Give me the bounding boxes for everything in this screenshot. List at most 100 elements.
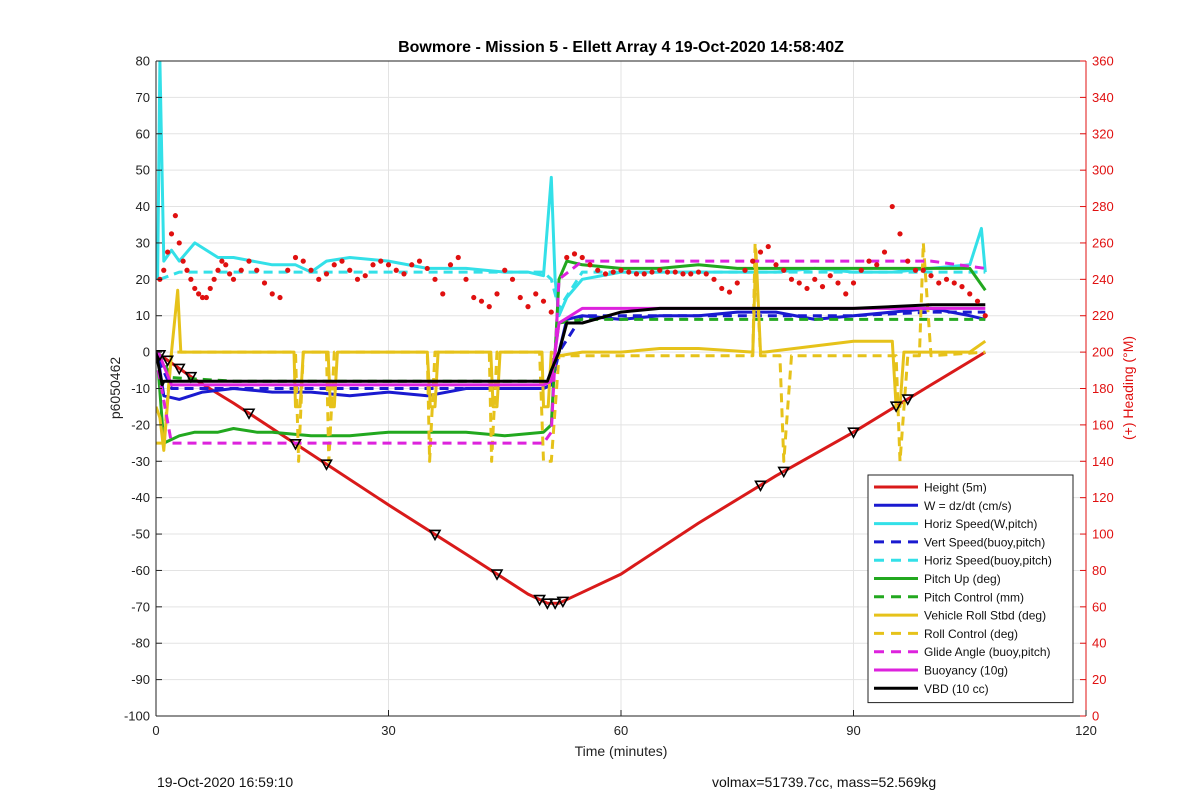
y-tick-label: -100 [124,709,150,724]
heading-point [254,267,260,273]
heading-point [308,267,314,273]
height-marker [320,459,333,471]
y2-tick-label: 300 [1092,163,1114,178]
heading-point [300,258,306,264]
height-marker [754,480,767,492]
heading-point [571,251,578,257]
heading-point [579,254,585,261]
legend: Height (5m) W = dz/dt (cm/s) Horiz Speed(W… [867,474,1074,704]
y-tick-label: -20 [131,417,150,432]
legend-label: Glide Angle (buoy,pitch) [924,645,1051,659]
heading-point [757,249,764,255]
heading-point [168,231,175,237]
heading-point [602,271,609,277]
legend-label: VBD (10 cc) [924,682,989,696]
series-line-5 [159,270,986,310]
heading-point [657,267,663,273]
heading-point [192,285,198,292]
heading-point [595,267,601,273]
heading-point [447,262,454,268]
y-tick-label: 60 [136,126,150,141]
heading-point [912,267,919,273]
y-tick-label: -10 [131,381,150,396]
heading-point [672,269,678,275]
heading-point [203,294,209,301]
height-marker [428,529,442,542]
heading-point [804,285,810,292]
heading-point [339,258,345,264]
heading-point [525,304,531,310]
footer-volmax-mass: volmax=51739.7cc, mass=52.569kg [712,774,937,790]
heading-point [261,280,268,286]
heading-point [199,294,206,301]
heading-point [424,265,430,272]
height-marker [184,371,198,384]
heading-point [393,267,399,273]
heading-point [874,262,880,268]
y-tick-label: -80 [131,636,150,651]
y2-tick-label: 60 [1092,599,1106,614]
height-marker [847,427,860,439]
series-line-10 [156,259,986,445]
heading-point [277,294,283,301]
legend-label: Buoyancy (10g) [924,664,1008,678]
height-marker [172,363,186,376]
heading-point [812,276,818,282]
series-line-8 [156,248,987,452]
heading-point [835,280,841,286]
heading-point [695,269,702,275]
y-tick-label: -60 [131,563,150,578]
heading-point [440,291,446,297]
y2-tick-label: 200 [1092,345,1114,360]
heading-point [207,285,213,292]
heading-point [246,258,252,264]
heading-point [165,249,171,255]
heading-point [626,269,632,275]
heading-point [703,271,709,277]
heading-point [866,258,872,264]
heading-point [455,254,461,261]
heading-point [471,294,477,301]
height-marker [161,355,174,367]
height-marker [777,466,791,479]
legend-label: Pitch Control (mm) [924,590,1024,604]
heading-point [409,262,415,268]
x-tick-label: 30 [381,723,395,738]
y2-tick-label: 0 [1092,709,1099,724]
heading-point [649,269,655,275]
heading-point [719,285,725,292]
heading-point [347,267,353,273]
y-tick-label: 50 [136,163,150,178]
y2-tick-label: 280 [1092,199,1114,214]
y-tick-label: -70 [131,599,150,614]
y2-tick-label: 80 [1092,563,1106,578]
y-tick-label: -50 [131,527,150,542]
heading-point [362,273,368,279]
heading-point [943,276,950,282]
y2-tick-label: 360 [1092,54,1114,69]
legend-label: Roll Control (deg) [924,627,1018,641]
x-tick-label: 120 [1075,723,1097,738]
heading-point [788,276,795,282]
heading-point [587,262,593,268]
heading-point [378,258,384,264]
heading-point [238,267,244,273]
series-line-4 [156,310,986,390]
y-tick-label: -40 [131,490,150,505]
heading-point [269,291,275,297]
heading-point [765,243,771,250]
heading-point [478,298,485,304]
heading-point [858,267,864,273]
x-tick-label: 60 [614,723,628,738]
heading-point [850,280,857,286]
y2-tick-label: 140 [1092,454,1114,469]
heading-point [509,276,516,282]
heading-point [773,262,779,268]
legend-label: Horiz Speed(W,pitch) [924,517,1037,531]
y2-tick-label: 100 [1092,527,1114,542]
y2-axis-label: (+) Heading (°M) [1120,336,1136,440]
legend-label: W = dz/dt (cm/s) [924,499,1012,513]
heading-point [633,271,640,277]
heading-point [680,271,686,277]
